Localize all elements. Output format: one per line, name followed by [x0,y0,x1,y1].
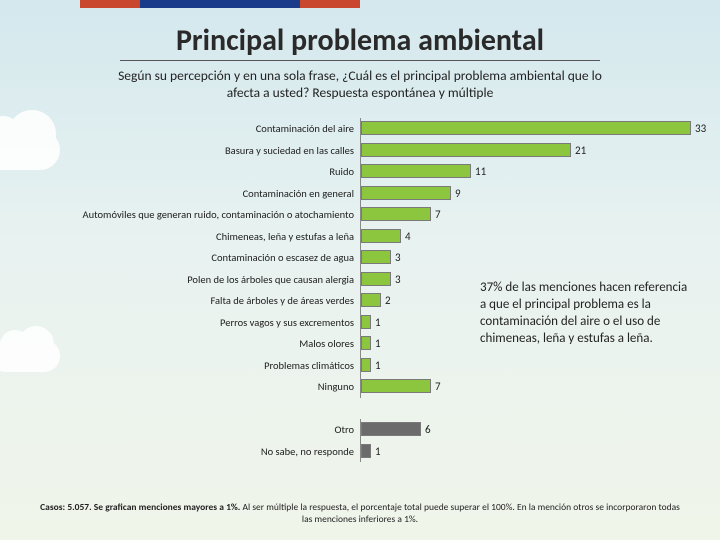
bar-value: 6 [425,419,431,440]
chart-row: Contaminación en general 9 [30,183,690,205]
bar [361,358,371,372]
bar-label: Chimeneas, leña y estufas a leña [34,226,360,247]
chart-row: Automóviles que generan ruido, contamina… [30,204,690,226]
bar-value: 3 [395,269,401,290]
bar-label: Problemas climáticos [34,355,360,376]
chart-row: Problemas climáticos 1 [30,355,690,377]
bar-label: Contaminación del aire [34,118,360,139]
bar-area: 6 [360,419,690,441]
chart-row: Basura y suciedad en las calles 21 [30,140,690,162]
bar-area: 1 [360,441,690,463]
bar-value: 7 [435,204,441,225]
chart-annotation: 37% de las menciones hacen referencia a … [480,280,690,348]
chart-row: Ruido 11 [30,161,690,183]
footnote: Casos: 5.057. Se grafican menciones mayo… [40,502,680,526]
bar-area: 1 [360,355,690,377]
bar-value: 1 [375,355,381,376]
bar-value: 7 [435,376,441,397]
bar [361,229,401,243]
bar-value: 33 [695,118,706,139]
bar-label: No sabe, no responde [34,441,360,462]
bar-value: 1 [375,312,381,333]
bar [361,422,421,436]
bar-label: Falta de árboles y de áreas verdes [34,290,360,311]
bar-area: 21 [360,140,690,162]
bar [361,444,371,458]
bar [361,143,571,157]
chart-row: Ninguno 7 [30,376,690,398]
bar-value: 3 [395,247,401,268]
bar [361,207,431,221]
bar-area: 4 [360,226,690,248]
bar-value: 11 [475,161,486,182]
bar-value: 9 [455,183,461,204]
bar-label: Perros vagos y sus excrementos [34,312,360,333]
bar [361,336,371,350]
bar-label: Ruido [34,161,360,182]
bar-area: 11 [360,161,690,183]
bar-label: Automóviles que generan ruido, contamina… [34,204,360,225]
bar-label: Contaminación en general [34,183,360,204]
chart-row: Contaminación del aire33 [30,118,690,140]
bar-area: 3 [360,247,690,269]
bar [361,250,391,264]
chart-row: Contaminación o escasez de agua 3 [30,247,690,269]
footnote-rest: Al ser múltiple la respuesta, el porcent… [243,501,680,525]
bar [361,272,391,286]
bar-area: 33 [360,118,690,140]
chart-row: Otro 6 [30,419,690,441]
bar-label: Ninguno [34,376,360,397]
bar [361,315,371,329]
bar-value: 2 [385,290,391,311]
bar-area: 9 [360,183,690,205]
bar-area [360,398,690,420]
bar-value: 1 [375,333,381,354]
bar-value: 21 [575,140,586,161]
chart-row: No sabe, no responde 1 [30,441,690,463]
top-color-bar [80,0,360,8]
bar-area: 7 [360,204,690,226]
bar-value: 1 [375,441,381,462]
bar-value: 4 [405,226,411,247]
bar-area: 7 [360,376,690,398]
bar [361,121,691,135]
bar-label: Polen de los árboles que causan alergia [34,269,360,290]
chart-row [30,398,690,420]
title-rule [120,60,600,61]
page-title: Principal problema ambiental [0,22,720,59]
bar [361,186,451,200]
page-subtitle: Según su percepción y en una sola frase,… [110,68,610,102]
bar [361,164,471,178]
bar [361,293,381,307]
bar-label: Otro [34,419,360,440]
chart-row: Chimeneas, leña y estufas a leña 4 [30,226,690,248]
bar-label: Contaminación o escasez de agua [34,247,360,268]
bar [361,379,431,393]
footnote-bold: Casos: 5.057. Se grafican menciones mayo… [40,501,240,513]
bar-label: Malos olores [34,333,360,354]
bar-label: Basura y suciedad en las calles [34,140,360,161]
